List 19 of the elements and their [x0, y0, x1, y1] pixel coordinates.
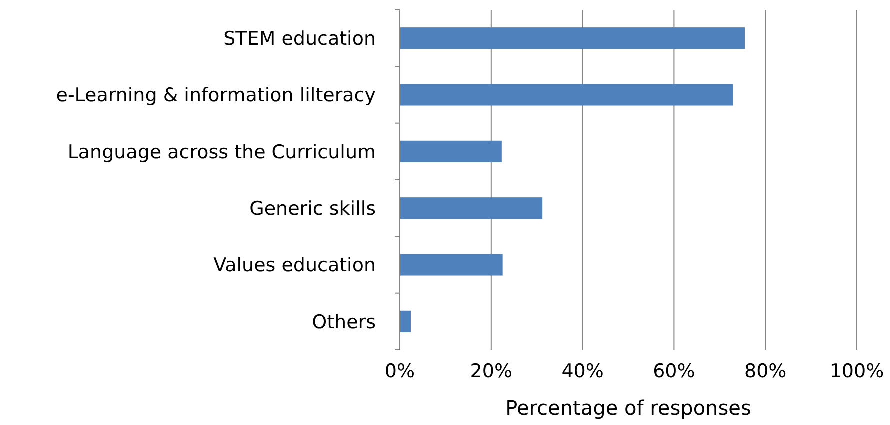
- bar: [400, 254, 503, 276]
- x-tick-label: 80%: [744, 360, 787, 382]
- y-tick-label: Generic skills: [250, 198, 376, 220]
- bar: [400, 310, 411, 332]
- x-tick-label: 60%: [653, 360, 696, 382]
- bar: [400, 84, 734, 106]
- bar: [400, 140, 502, 162]
- x-tick-label: 40%: [562, 360, 604, 382]
- y-tick-label: Others: [312, 311, 376, 334]
- y-tick-label: Values education: [214, 254, 376, 277]
- y-tick-label: STEM education: [224, 28, 376, 50]
- x-axis-title: Percentage of responses: [506, 396, 752, 420]
- bar: [400, 198, 543, 220]
- y-tick-label: e-Learning & information lilteracy: [56, 84, 376, 107]
- bar: [400, 28, 746, 50]
- x-tick-label: 100%: [830, 360, 884, 382]
- y-tick-label: Language across the Curriculum: [68, 141, 376, 164]
- x-tick-label: 0%: [384, 360, 416, 382]
- x-tick-label: 20%: [470, 360, 513, 382]
